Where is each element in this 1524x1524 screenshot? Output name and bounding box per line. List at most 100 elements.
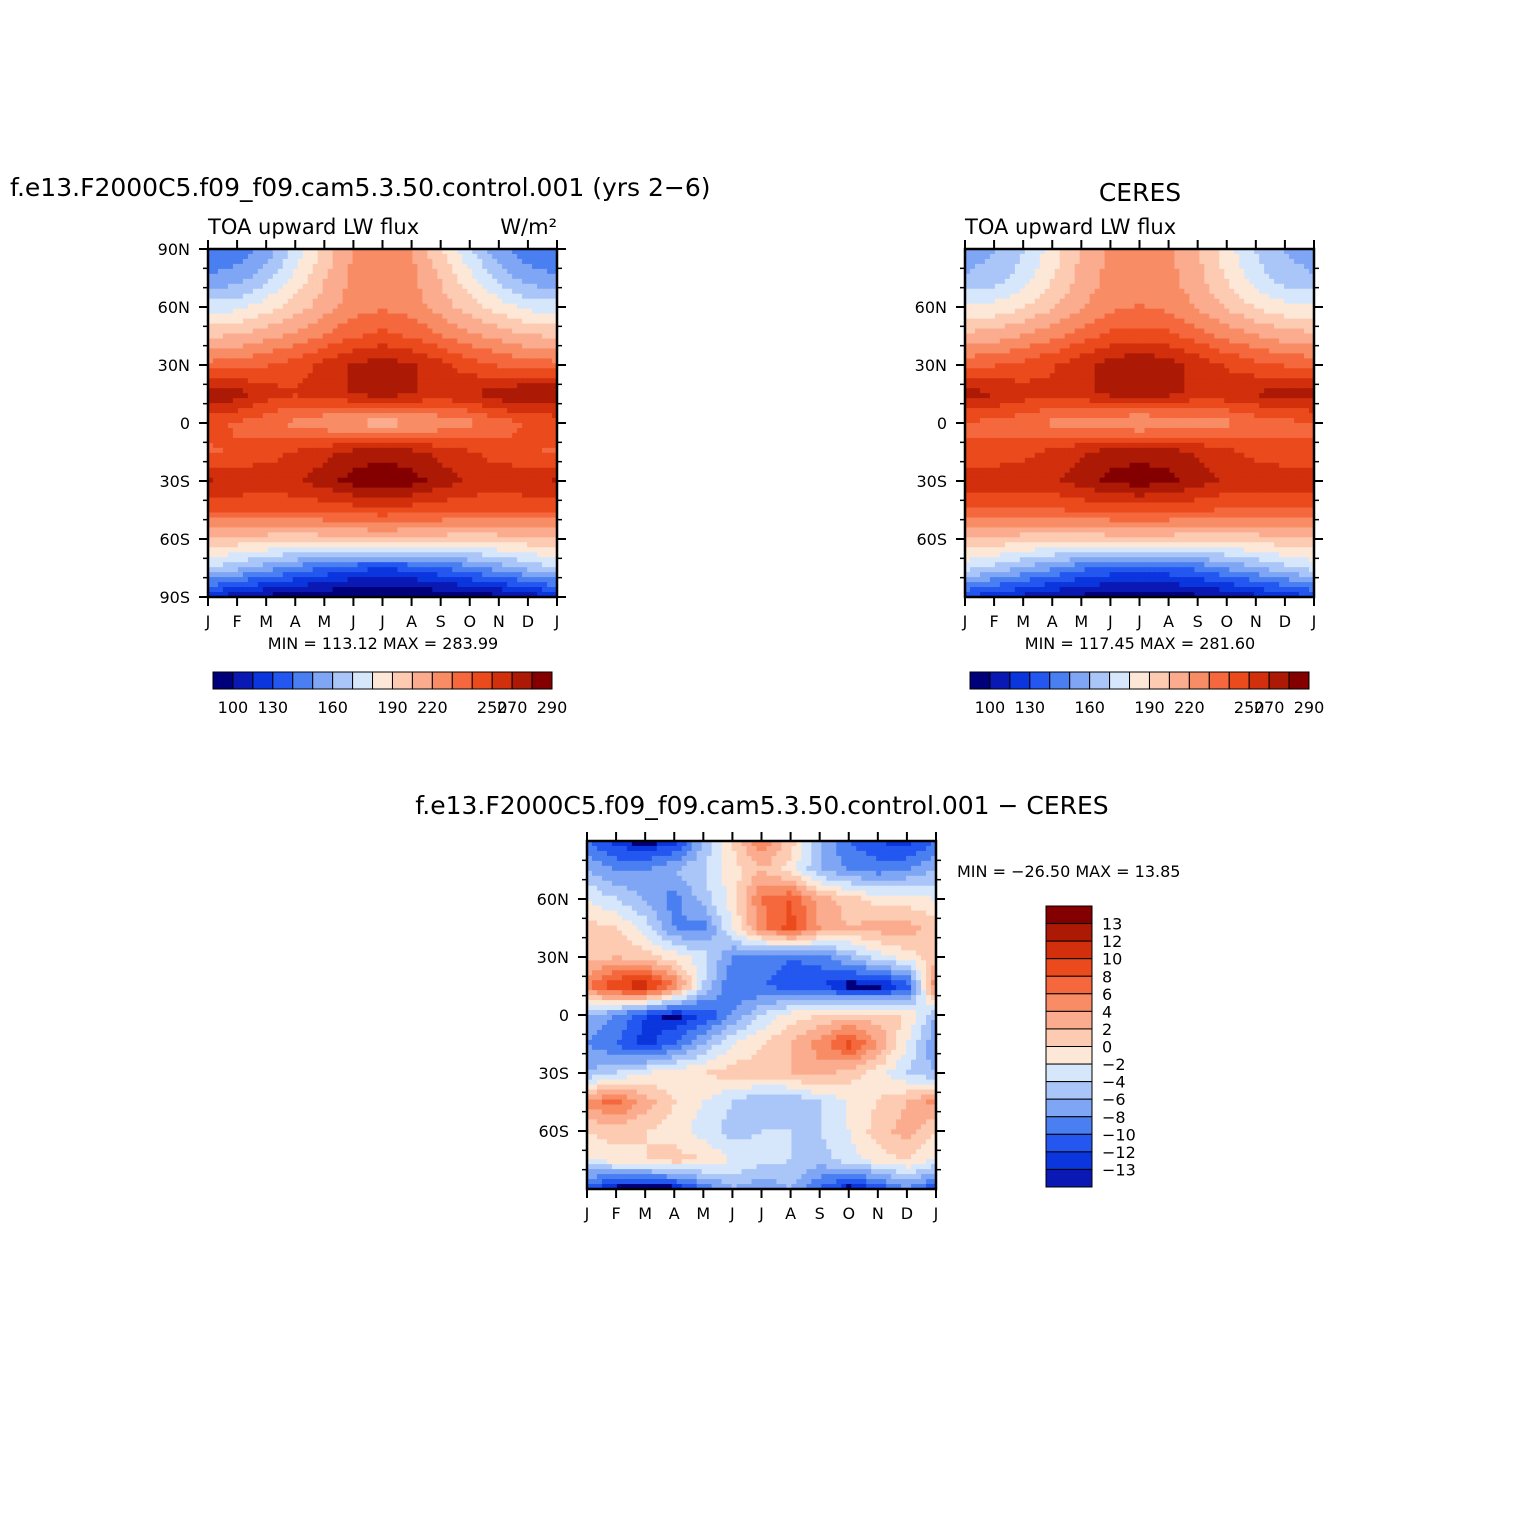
model-cell	[487, 592, 493, 598]
model-cell	[397, 318, 404, 325]
model-cell	[312, 512, 319, 519]
model-cell	[208, 437, 214, 444]
model-cell	[407, 507, 414, 514]
model-cell	[432, 398, 438, 404]
model-cell	[402, 572, 409, 578]
model-cell	[542, 537, 548, 543]
model-cell	[352, 328, 359, 335]
model-cell	[252, 452, 259, 459]
model-cell	[397, 567, 404, 573]
model-cell	[517, 542, 523, 548]
model-cell	[387, 547, 394, 553]
model-cell	[347, 522, 354, 528]
model-cell	[347, 368, 354, 374]
model-cell	[342, 552, 349, 558]
model-cell	[542, 288, 548, 295]
model-cell	[212, 393, 219, 399]
model-cell	[457, 293, 463, 300]
model-cell	[237, 477, 244, 484]
model-cell	[432, 577, 438, 583]
model-cell	[237, 343, 244, 350]
model-cell	[317, 393, 324, 399]
model-cell	[407, 413, 414, 419]
model-cell	[247, 552, 254, 558]
model-cell	[212, 373, 219, 379]
model-cell	[277, 442, 284, 449]
model-cell	[247, 437, 254, 444]
model-cell	[267, 462, 274, 469]
model-cell	[292, 457, 299, 464]
model-cell	[482, 557, 488, 563]
model-cell	[477, 492, 483, 499]
model-cell	[322, 353, 329, 359]
model-cell	[332, 447, 339, 454]
model-cell	[292, 353, 299, 359]
model-cell	[437, 333, 443, 340]
model-cell	[542, 447, 548, 454]
model-cell	[332, 348, 339, 354]
model-cell	[487, 303, 493, 310]
model-cell	[482, 542, 488, 548]
model-cell	[447, 427, 453, 434]
model-cell	[382, 398, 389, 404]
model-cell	[512, 258, 518, 265]
model-cell	[292, 447, 299, 454]
model-cell	[252, 403, 259, 409]
model-cell	[482, 567, 488, 573]
model-cell	[347, 418, 354, 424]
model-cell	[252, 423, 259, 429]
model-cell	[252, 527, 259, 533]
model-cell	[342, 358, 349, 364]
model-cell	[417, 283, 423, 290]
model-cell	[222, 368, 229, 374]
model-cell	[392, 368, 399, 374]
model-cell	[417, 363, 423, 369]
model-cell	[312, 273, 319, 280]
model-cell	[272, 293, 279, 300]
model-cell	[267, 512, 274, 519]
model-cell	[367, 452, 374, 459]
model-cell	[402, 348, 409, 354]
model-cell	[507, 497, 513, 504]
model-cell	[462, 442, 468, 449]
model-cell	[297, 502, 304, 509]
model-cell	[327, 288, 334, 295]
model-cell	[472, 293, 478, 300]
model-cell	[542, 268, 548, 275]
model-cell	[267, 532, 274, 538]
model-cell	[357, 308, 364, 315]
model-cell	[317, 447, 324, 454]
model-cell	[367, 333, 374, 340]
model-cell	[497, 492, 503, 499]
model-cell	[497, 507, 503, 514]
model-cell	[422, 298, 428, 305]
model-cell	[397, 452, 404, 459]
model-cell	[547, 467, 553, 474]
model-cell	[302, 278, 309, 285]
model-cell	[307, 373, 314, 379]
model-cell	[387, 363, 394, 369]
model-cell	[552, 388, 558, 394]
model-cell	[402, 303, 409, 310]
model-cell	[537, 383, 543, 389]
model-cell	[522, 527, 528, 533]
model-cell	[312, 278, 319, 285]
model-cell	[297, 557, 304, 563]
model-cell	[352, 477, 359, 484]
model-cell	[517, 408, 523, 414]
model-cell	[472, 333, 478, 340]
model-cell	[387, 323, 394, 330]
model-cell	[222, 283, 229, 290]
model-cell	[357, 577, 364, 583]
model-cell	[452, 502, 458, 509]
model-cell	[262, 487, 269, 494]
model-cell	[437, 512, 443, 519]
model-cell	[452, 492, 458, 499]
model-cell	[462, 383, 468, 389]
model-cell	[437, 432, 443, 439]
model-cell	[332, 522, 339, 528]
model-cell	[517, 308, 523, 315]
model-cell	[487, 298, 493, 305]
model-cell	[407, 567, 414, 573]
model-cell	[267, 418, 274, 424]
